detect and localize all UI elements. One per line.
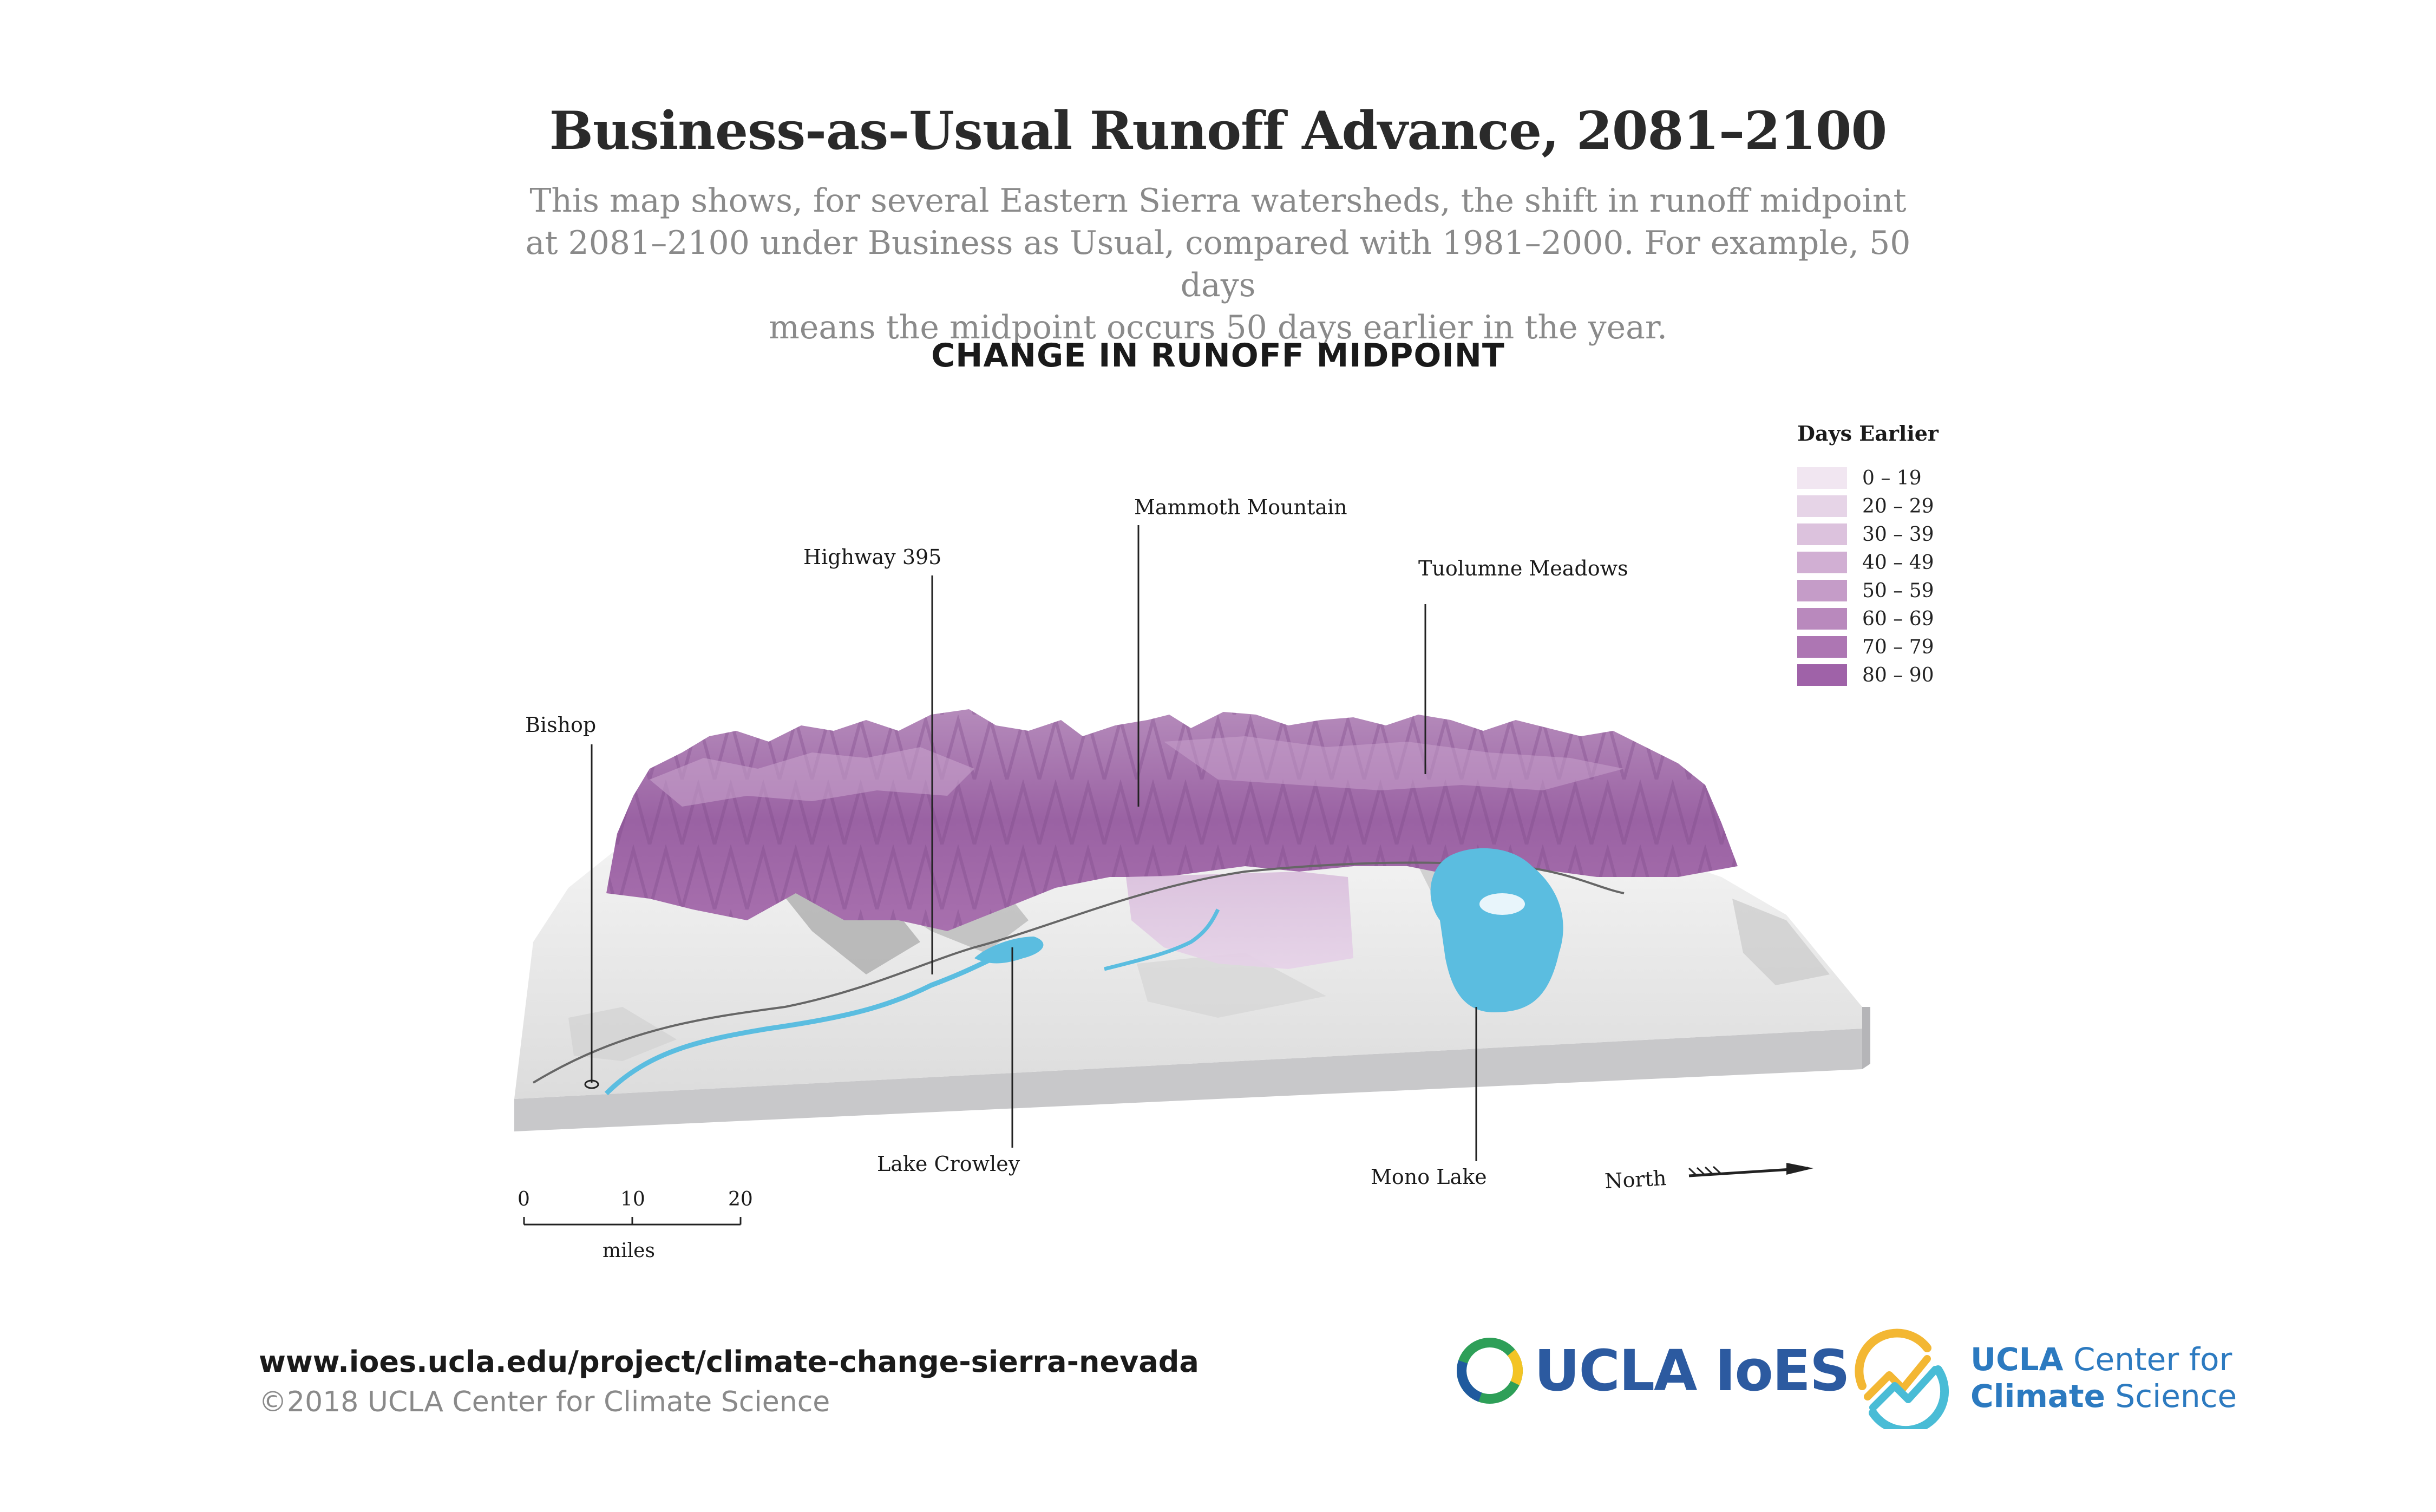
scale-tick-20: 20 bbox=[728, 1188, 753, 1210]
terrain-base-front bbox=[514, 1029, 1862, 1131]
ccs-logo-center-for: Center for bbox=[2063, 1341, 2232, 1378]
legend-swatch bbox=[1797, 523, 1847, 545]
ccs-logo-climate: Climate bbox=[1970, 1378, 2105, 1415]
footer-url-link[interactable]: www.ioes.ucla.edu/project/climate-change… bbox=[259, 1345, 1199, 1379]
label-bishop: Bishop bbox=[525, 713, 596, 737]
legend-label: 70 – 79 bbox=[1862, 636, 1934, 658]
terrain-shadow bbox=[1732, 899, 1830, 985]
terrain-base-side bbox=[1862, 1007, 1870, 1069]
legend-label: 20 – 29 bbox=[1862, 495, 1934, 518]
footer-copyright: ©2018 UCLA Center for Climate Science bbox=[259, 1386, 830, 1418]
scale-tick-10: 10 bbox=[620, 1188, 645, 1210]
legend-item: 60 – 69 bbox=[1797, 605, 1992, 633]
label-highway-395: Highway 395 bbox=[803, 545, 941, 569]
legend-swatch bbox=[1797, 580, 1847, 601]
scale-tick-0: 0 bbox=[518, 1188, 530, 1210]
ccs-logo-science: Science bbox=[2105, 1378, 2237, 1415]
map-heading: CHANGE IN RUNOFF MIDPOINT bbox=[931, 337, 1505, 375]
north-label: North bbox=[1604, 1166, 1667, 1193]
scale-unit: miles bbox=[603, 1240, 655, 1262]
legend-swatch bbox=[1797, 664, 1847, 686]
ioes-logo-text: UCLA IoES bbox=[1534, 1338, 1850, 1404]
runoff-region-highlights bbox=[1164, 736, 1624, 790]
legend-items: 0 – 19 20 – 29 30 – 39 40 – 49 50 – 59 60 – 6… bbox=[1797, 464, 1992, 689]
legend-item: 0 – 19 bbox=[1797, 464, 1992, 492]
legend-item: 30 – 39 bbox=[1797, 520, 1992, 548]
legend-item: 80 – 90 bbox=[1797, 661, 1992, 689]
legend-item: 50 – 59 bbox=[1797, 577, 1992, 605]
ioes-ring-icon bbox=[1457, 1338, 1523, 1404]
river bbox=[604, 950, 1008, 1096]
legend-label: 0 – 19 bbox=[1862, 467, 1922, 489]
terrain-shadow bbox=[1137, 953, 1326, 1018]
north-arrow-icon bbox=[1688, 1163, 1813, 1177]
label-mammoth-mountain: Mammoth Mountain bbox=[1134, 495, 1347, 519]
label-mono-lake: Mono Lake bbox=[1371, 1165, 1487, 1189]
mono-lake bbox=[1430, 848, 1563, 1012]
label-tuolumne-meadows: Tuolumne Meadows bbox=[1418, 557, 1628, 580]
terrain-shadow bbox=[568, 1007, 677, 1061]
lake-crowley bbox=[974, 937, 1044, 964]
subtitle-line: This map shows, for several Eastern Sier… bbox=[529, 182, 1907, 220]
legend-label: 60 – 69 bbox=[1862, 607, 1934, 630]
climate-science-logo-icon bbox=[1855, 1328, 1949, 1429]
subtitle-line: means the midpoint occurs 50 days earlie… bbox=[768, 309, 1668, 346]
legend-label: 50 – 59 bbox=[1862, 579, 1934, 602]
subtitle-line: at 2081–2100 under Business as Usual, co… bbox=[525, 224, 1911, 304]
legend-label: 40 – 49 bbox=[1862, 551, 1934, 574]
legend-label: 30 – 39 bbox=[1862, 523, 1934, 546]
legend-swatch bbox=[1797, 495, 1847, 517]
legend-item: 20 – 29 bbox=[1797, 492, 1992, 520]
legend-swatch bbox=[1797, 636, 1847, 658]
legend-swatch bbox=[1797, 608, 1847, 630]
legend-title: Days Earlier bbox=[1797, 421, 1939, 446]
mono-lake-island bbox=[1479, 893, 1525, 915]
legend-label: 80 – 90 bbox=[1862, 664, 1934, 686]
ucla-ioes-logo: UCLA IoES bbox=[1456, 1337, 1850, 1404]
legend-swatch bbox=[1797, 467, 1847, 489]
ucla-ccs-logo: UCLA Center for Climate Science bbox=[1846, 1326, 2237, 1429]
page-title: Business-as-Usual Runoff Advance, 2081–2… bbox=[549, 100, 1888, 161]
scale-bar: 0 10 20 miles bbox=[518, 1188, 753, 1262]
ccs-logo-text: UCLA Center for Climate Science bbox=[1970, 1341, 2237, 1415]
subtitle: This map shows, for several Eastern Sier… bbox=[487, 180, 1949, 349]
legend-item: 40 – 49 bbox=[1797, 548, 1992, 577]
legend-swatch bbox=[1797, 552, 1847, 573]
bishop-marker bbox=[584, 1079, 599, 1089]
legend-item: 70 – 79 bbox=[1797, 633, 1992, 661]
label-lake-crowley: Lake Crowley bbox=[877, 1152, 1020, 1176]
ccs-logo-ucla: UCLA bbox=[1970, 1341, 2064, 1378]
runoff-region-highlights bbox=[650, 747, 974, 807]
legend: Days Earlier 0 – 19 20 – 29 30 – 39 40 – 49… bbox=[1797, 421, 1992, 689]
river bbox=[1104, 908, 1220, 971]
